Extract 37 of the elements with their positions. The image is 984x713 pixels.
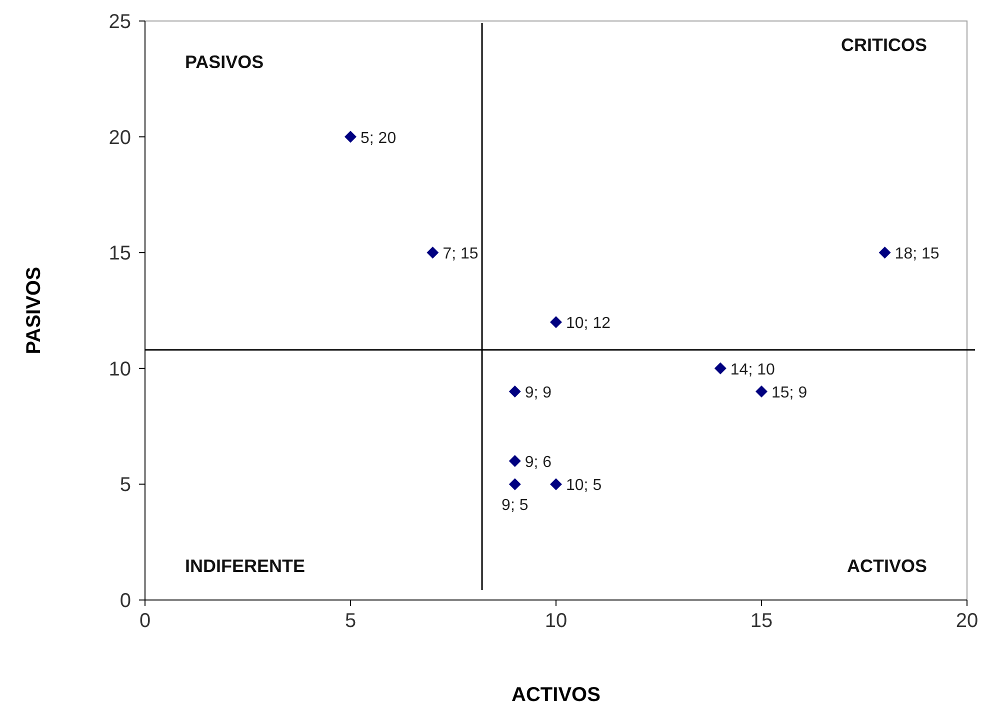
x-tick-label: 10	[544, 610, 568, 632]
point	[714, 362, 726, 374]
y-tick-label: 25	[108, 11, 131, 33]
point	[550, 316, 562, 328]
y-tick-label: 10	[108, 358, 131, 380]
y-tick-label: 5	[120, 474, 131, 496]
y-tick-label: 0	[120, 590, 131, 612]
point	[508, 455, 521, 468]
point	[550, 478, 562, 490]
data-label: 14; 10	[730, 361, 775, 378]
annotation: ACTIVOS	[846, 556, 927, 576]
x-tick-label: 15	[750, 610, 773, 632]
data-label: 10; 5	[566, 477, 602, 494]
point	[508, 386, 521, 398]
data-label: 9; 9	[524, 384, 552, 402]
point	[508, 478, 521, 490]
annotation: INDIFERENTE	[185, 556, 306, 576]
x-tick-label: 0	[139, 610, 151, 632]
annotation: CRITICOS	[840, 35, 927, 55]
point	[878, 246, 891, 259]
data-label: 18; 15	[894, 246, 940, 263]
data-label: 7; 15	[442, 246, 478, 263]
point	[756, 386, 768, 398]
data-label: 10; 12	[566, 315, 611, 332]
annotation: PASIVOS	[185, 52, 264, 72]
y-axis-title: PASIVOS	[23, 266, 45, 354]
data-label: 5; 20	[360, 130, 396, 147]
y-tick-label: 20	[108, 126, 131, 149]
data-label: 9; 6	[524, 454, 552, 472]
x-axis-title: ACTIVOS	[512, 684, 600, 706]
x-tick-label: 20	[956, 610, 978, 632]
point	[426, 246, 439, 259]
y-tick-label: 15	[108, 242, 131, 265]
point	[344, 130, 356, 143]
x-tick-label: 5	[344, 610, 356, 632]
data-label: 15; 9	[772, 384, 808, 402]
data-label: 9; 5	[502, 497, 528, 514]
